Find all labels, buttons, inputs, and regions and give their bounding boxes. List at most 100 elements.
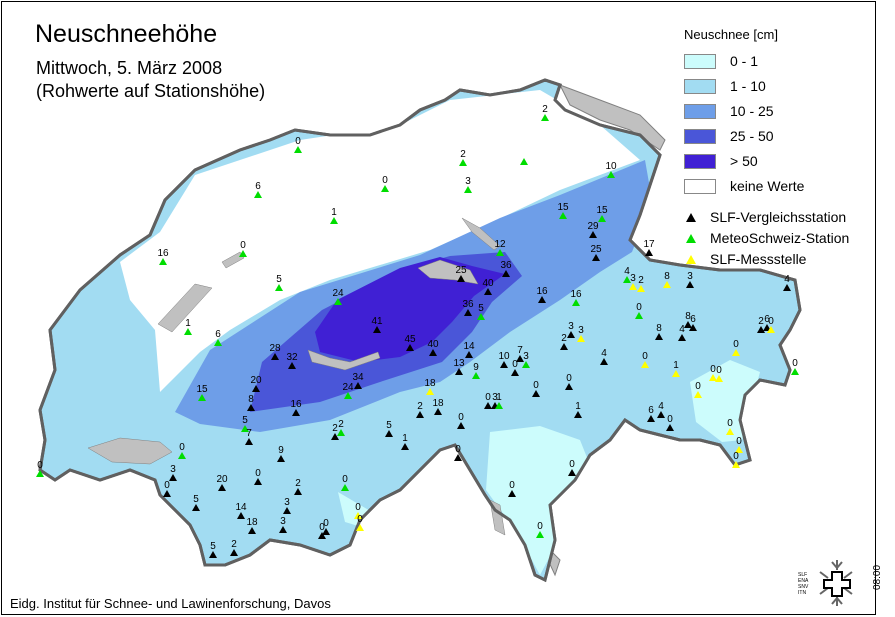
station-value: 0 bbox=[319, 522, 325, 533]
station-value: 16 bbox=[157, 248, 169, 259]
station-value: 0 bbox=[569, 459, 575, 470]
triangle-icon bbox=[686, 233, 696, 243]
station-value: 25 bbox=[455, 265, 467, 276]
legend-label: 25 - 50 bbox=[730, 128, 774, 144]
station-marker bbox=[454, 454, 462, 461]
lake-thun-brienz bbox=[307, 349, 381, 371]
station-marker bbox=[709, 374, 717, 381]
station-marker bbox=[294, 488, 302, 495]
station-marker bbox=[565, 383, 573, 390]
station-marker bbox=[401, 443, 409, 450]
svg-text:SLF: SLF bbox=[798, 572, 807, 578]
station-marker bbox=[678, 334, 686, 341]
legend-label: SLF-Messstelle bbox=[710, 251, 807, 267]
station-value: 3 bbox=[568, 321, 574, 332]
legend-swatch bbox=[684, 78, 716, 94]
station-value: 0 bbox=[537, 521, 543, 532]
station-value: 1 bbox=[575, 401, 581, 412]
legend-swatch bbox=[684, 103, 716, 119]
station-marker bbox=[457, 422, 465, 429]
station-value: 18 bbox=[246, 517, 258, 528]
legend-swatch bbox=[684, 53, 716, 69]
station-value: 8 bbox=[664, 271, 670, 282]
station-value: 15 bbox=[596, 205, 608, 216]
station-value: 0 bbox=[768, 316, 774, 327]
station-marker bbox=[472, 372, 480, 379]
station-marker bbox=[657, 411, 665, 418]
station-value: 41 bbox=[371, 316, 383, 327]
station-marker bbox=[254, 478, 262, 485]
station-marker bbox=[520, 158, 528, 165]
lake-geneva bbox=[87, 437, 173, 465]
station-marker bbox=[373, 326, 381, 333]
station-marker bbox=[538, 296, 546, 303]
station-value: 0 bbox=[355, 502, 361, 513]
svg-text:ENA: ENA bbox=[798, 578, 809, 584]
station-marker bbox=[465, 351, 473, 358]
legend-item: 1 - 10 bbox=[684, 77, 766, 95]
station-value: 15 bbox=[196, 384, 208, 395]
station-value: 3 bbox=[687, 271, 693, 282]
station-value: 5 bbox=[478, 303, 484, 314]
map-date: Mittwoch, 5. März 2008 bbox=[36, 58, 223, 78]
station-value: 2 bbox=[332, 423, 338, 434]
station-marker bbox=[763, 324, 771, 331]
legend-swatch bbox=[684, 178, 716, 194]
station-value: 24 bbox=[342, 382, 354, 393]
lake-lucerne bbox=[417, 259, 479, 285]
legend-item: > 50 bbox=[684, 152, 758, 170]
station-value: 8 bbox=[656, 323, 662, 334]
station-value: 7 bbox=[246, 428, 252, 439]
station-marker bbox=[254, 191, 262, 198]
station-marker bbox=[541, 114, 549, 121]
station-marker bbox=[159, 258, 167, 265]
station-value: 3 bbox=[523, 351, 529, 362]
station-marker bbox=[277, 455, 285, 462]
station-marker bbox=[477, 313, 485, 320]
station-marker bbox=[516, 355, 524, 362]
station-value: 29 bbox=[587, 221, 599, 232]
station-value: 2 bbox=[295, 478, 301, 489]
station-marker bbox=[214, 339, 222, 346]
station-value: 12 bbox=[494, 239, 506, 250]
station-marker bbox=[686, 281, 694, 288]
station-marker bbox=[356, 524, 364, 531]
station-marker bbox=[732, 461, 740, 468]
station-marker bbox=[239, 250, 247, 257]
station-marker bbox=[560, 343, 568, 350]
map-frame bbox=[1, 1, 876, 615]
station-value: 40 bbox=[427, 339, 439, 350]
station-value: 3 bbox=[280, 516, 286, 527]
station-value: 4 bbox=[624, 266, 630, 277]
station-value: 9 bbox=[473, 362, 479, 373]
station-value: 17 bbox=[643, 239, 655, 250]
station-value: 32 bbox=[286, 352, 298, 363]
station-marker bbox=[645, 249, 653, 256]
svg-text:ITN: ITN bbox=[798, 590, 806, 596]
station-marker bbox=[500, 361, 508, 368]
station-value: 25 bbox=[590, 244, 602, 255]
station-marker bbox=[635, 312, 643, 319]
station-marker bbox=[406, 344, 414, 351]
station-value: 0 bbox=[667, 414, 673, 425]
station-value: 6 bbox=[764, 314, 770, 325]
station-value: 0 bbox=[357, 514, 363, 525]
station-marker bbox=[337, 429, 345, 436]
station-marker bbox=[354, 512, 362, 519]
station-value: 4 bbox=[784, 274, 790, 285]
station-marker bbox=[426, 388, 434, 395]
station-value: 0 bbox=[716, 365, 722, 376]
station-marker bbox=[275, 284, 283, 291]
station-value: 40 bbox=[482, 278, 494, 289]
lake-biel bbox=[221, 251, 245, 269]
station-value: 0 bbox=[342, 474, 348, 485]
station-marker bbox=[623, 276, 631, 283]
station-marker bbox=[334, 298, 342, 305]
station-value: 9 bbox=[278, 445, 284, 456]
legend-item: 25 - 50 bbox=[684, 127, 774, 145]
station-marker bbox=[715, 375, 723, 382]
station-value: 45 bbox=[404, 334, 416, 345]
station-marker bbox=[732, 349, 740, 356]
station-value: 1 bbox=[402, 433, 408, 444]
